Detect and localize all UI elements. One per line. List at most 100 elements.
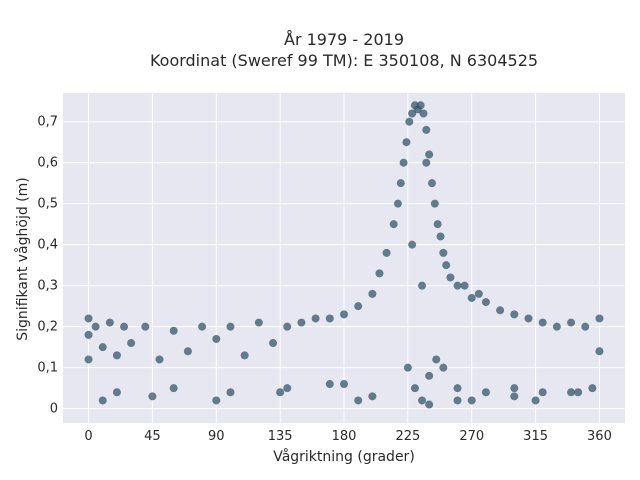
data-point — [368, 289, 377, 298]
y-tick-label: 0,6 — [37, 156, 58, 171]
x-tick-label: 0 — [84, 429, 92, 444]
data-point — [212, 396, 221, 405]
y-tick-label: 0 — [50, 402, 58, 417]
y-axis-ticks: 0 0,1 0,2 0,3 0,4 0,5 0,6 0,7 — [37, 115, 58, 417]
data-point — [474, 289, 483, 298]
data-point — [430, 199, 439, 208]
data-point — [510, 384, 519, 393]
y-tick-label: 0,3 — [37, 279, 58, 294]
data-point — [422, 158, 431, 167]
data-point — [446, 273, 455, 282]
data-point — [84, 314, 93, 323]
y-tick-label: 0,1 — [37, 361, 58, 376]
data-point — [183, 347, 192, 356]
data-point — [416, 101, 425, 110]
data-point — [453, 281, 462, 290]
data-point — [269, 339, 278, 348]
data-point — [226, 322, 235, 331]
chart-title-line2: Koordinat (Sweref 99 TM): E 350108, N 63… — [150, 51, 538, 70]
data-point — [84, 330, 93, 339]
data-point — [538, 318, 547, 327]
data-point — [212, 334, 221, 343]
data-point — [283, 384, 292, 393]
data-point — [354, 396, 363, 405]
data-point — [148, 392, 157, 401]
data-point — [240, 351, 249, 360]
chart-title-line1: År 1979 - 2019 — [284, 30, 404, 49]
data-point — [393, 199, 402, 208]
x-axis-ticks: 0 45 90 135 180 225 270 315 360 — [84, 429, 611, 444]
y-tick-label: 0,4 — [37, 238, 58, 253]
data-point — [325, 314, 334, 323]
data-point — [439, 363, 448, 372]
x-tick-label: 90 — [208, 429, 225, 444]
data-point — [418, 281, 427, 290]
data-point — [141, 322, 150, 331]
x-tick-label: 180 — [332, 429, 357, 444]
data-point — [297, 318, 306, 327]
data-point — [127, 339, 136, 348]
data-point — [368, 392, 377, 401]
data-point — [453, 396, 462, 405]
data-point — [276, 388, 285, 397]
data-point — [588, 384, 597, 393]
data-point — [496, 306, 505, 315]
data-point — [402, 138, 411, 147]
x-tick-label: 360 — [587, 429, 612, 444]
data-point — [340, 380, 348, 389]
data-point — [169, 384, 178, 393]
data-point — [567, 388, 576, 397]
data-point — [574, 388, 583, 397]
data-point — [105, 318, 114, 327]
data-point — [531, 396, 540, 405]
data-point — [198, 322, 207, 331]
data-point — [595, 347, 604, 356]
x-tick-label: 315 — [523, 429, 548, 444]
data-point — [396, 179, 405, 188]
data-point — [155, 355, 164, 364]
data-point — [481, 388, 490, 397]
data-point — [98, 343, 107, 352]
data-point — [375, 269, 384, 278]
x-axis-label: Vågriktning (grader) — [273, 448, 415, 465]
data-point — [552, 322, 561, 331]
data-point — [433, 220, 442, 229]
data-point — [418, 396, 427, 405]
data-point — [467, 293, 476, 302]
data-point — [408, 240, 417, 249]
data-point — [399, 158, 408, 167]
data-point — [460, 281, 469, 290]
data-point — [442, 261, 451, 270]
data-point — [325, 380, 334, 389]
data-point — [112, 388, 121, 397]
data-point — [112, 351, 121, 360]
y-axis-label: Signifikant våghöjd (m) — [14, 177, 31, 340]
data-point — [408, 109, 417, 118]
data-point — [432, 355, 441, 364]
x-tick-label: 225 — [395, 429, 420, 444]
data-point — [481, 298, 490, 307]
data-point — [524, 314, 533, 323]
data-point — [510, 392, 519, 401]
data-point — [283, 322, 292, 331]
data-point — [595, 314, 604, 323]
data-point — [410, 384, 419, 393]
data-point — [538, 388, 547, 397]
data-point — [405, 117, 414, 126]
data-point — [427, 179, 436, 188]
data-point — [467, 396, 476, 405]
data-point — [169, 326, 178, 335]
grid-lines — [63, 93, 625, 423]
data-point — [425, 371, 434, 380]
data-point — [419, 109, 428, 118]
data-point — [120, 322, 129, 331]
data-point — [98, 396, 107, 405]
data-point — [84, 355, 93, 364]
data-point — [389, 220, 398, 229]
data-point — [382, 248, 391, 257]
data-point — [311, 314, 320, 323]
data-point — [425, 150, 434, 159]
data-point — [510, 310, 519, 319]
data-point — [254, 318, 263, 327]
x-tick-label: 45 — [144, 429, 161, 444]
